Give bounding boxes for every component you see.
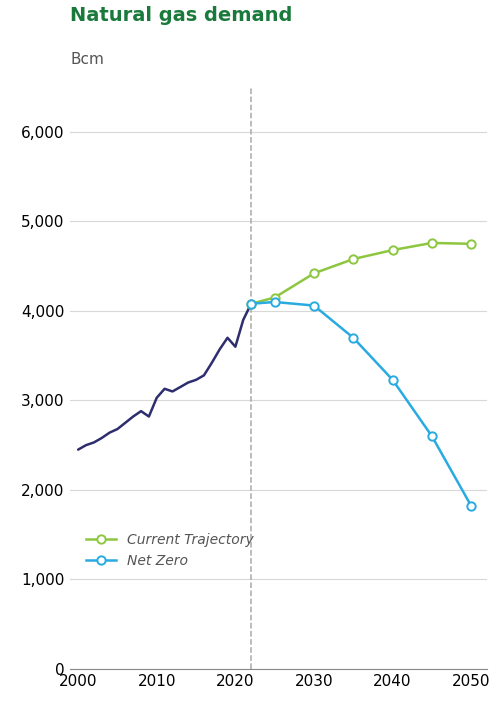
Text: Bcm: Bcm <box>70 52 104 67</box>
Text: Natural gas demand: Natural gas demand <box>70 7 292 25</box>
Legend: Current Trajectory, Net Zero: Current Trajectory, Net Zero <box>85 534 254 569</box>
